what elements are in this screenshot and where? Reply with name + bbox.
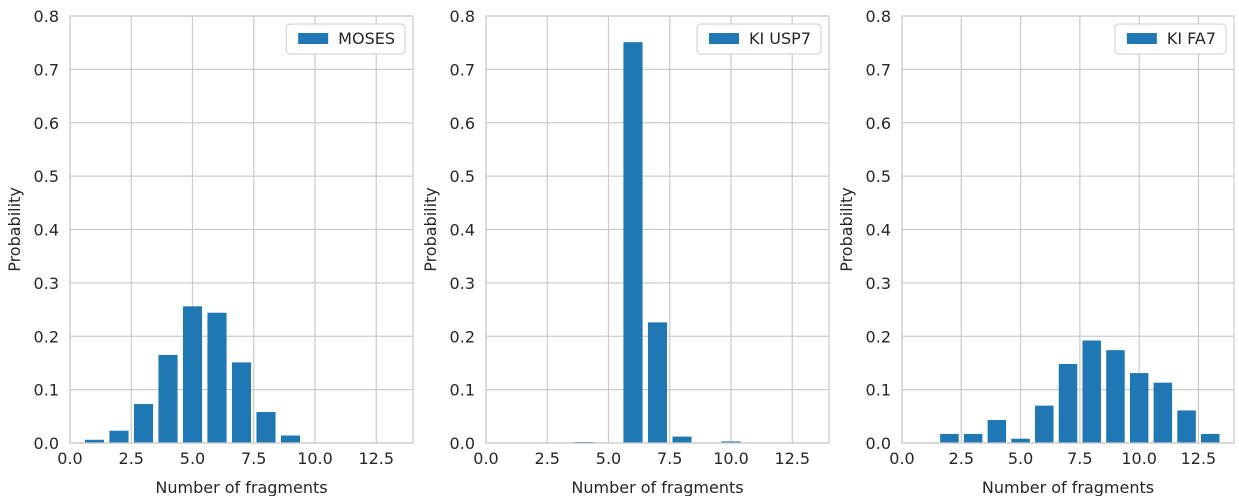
bar [1106,350,1125,443]
bar [1153,382,1173,443]
x-tick-label: 12.5 [774,449,810,468]
x-tick-label: 7.5 [241,449,266,468]
bar [182,306,203,443]
x-tick-label: 2.5 [949,449,974,468]
bar [1011,438,1030,443]
x-tick-label: 10.0 [1121,449,1157,468]
bar [1129,373,1149,443]
x-tick-label: 7.5 [657,449,682,468]
y-axis-label: Probability [5,187,24,272]
x-axis-label: Number of fragments [571,478,743,496]
bar [1035,405,1054,443]
bar [1177,410,1196,443]
x-tick-label: 5.0 [596,449,621,468]
y-tick-label: 0.3 [450,274,475,293]
bar [647,322,668,443]
y-tick-label: 0.5 [866,167,891,186]
y-tick-label: 0.3 [34,274,59,293]
y-tick-label: 0.1 [34,381,59,400]
y-axis-label: Probability [421,187,440,272]
y-tick-label: 0.0 [450,434,475,453]
x-tick-label: 2.5 [119,449,144,468]
bar [940,433,959,443]
y-axis-label: Probability [837,187,856,272]
bar [207,312,227,443]
bar [623,42,643,444]
y-tick-label: 0.8 [866,7,891,26]
y-tick-label: 0.6 [34,114,59,133]
y-tick-label: 0.1 [450,381,475,400]
y-tick-label: 0.6 [450,114,475,133]
legend: KI USP7 [696,23,822,55]
x-tick-label: 10.0 [713,449,749,468]
x-tick-label: 12.5 [358,449,394,468]
y-tick-label: 0.5 [34,167,59,186]
bar [280,435,301,443]
bar [1058,364,1078,443]
x-tick-label: 7.5 [1067,449,1092,468]
y-tick-label: 0.1 [866,381,891,400]
plot-frame [901,15,1235,444]
x-tick-label: 0.0 [473,449,498,468]
y-tick-label: 0.7 [866,60,891,79]
bar [721,441,741,443]
y-tick-label: 0.6 [866,114,891,133]
bar [158,354,178,443]
y-tick-label: 0.3 [866,274,891,293]
x-tick-label: 2.5 [535,449,560,468]
plot-frame [485,15,830,444]
bar [231,362,252,443]
bar [109,430,129,443]
legend: MOSES [285,23,406,55]
x-axis-label: Number of fragments [155,478,327,496]
y-tick-label: 0.8 [34,7,59,26]
bar [256,412,276,443]
x-tick-label: 5.0 [180,449,205,468]
bar [1082,340,1101,443]
x-tick-label: 10.0 [297,449,333,468]
y-tick-label: 0.2 [450,327,475,346]
chart-panel-2: 0.0 2.5 5.0 7.5 10.0 12.5 0.0 0.1 0.2 0.3 0.4 0.5 0.… [421,7,830,496]
y-tick-label: 0.4 [450,221,475,240]
legend-label: KI FA7 [1167,29,1216,48]
y-tick-label: 0.2 [866,327,891,346]
legend-box [1114,23,1227,55]
y-tick-label: 0.4 [866,221,891,240]
legend-box [285,23,406,55]
y-tick-label: 0.4 [34,221,59,240]
bar [987,420,1007,443]
bar [672,436,692,443]
plot-frame [69,15,414,444]
y-tick-label: 0.7 [34,60,59,79]
legend-swatch [1126,33,1157,44]
x-tick-label: 5.0 [1008,449,1033,468]
legend: KI FA7 [1114,23,1227,55]
bar [1201,433,1220,443]
chart-panel-1: 0.0 2.5 5.0 7.5 10.0 12.5 0.0 0.1 0.2 0.3 0.4 0.5 0.… [5,7,414,496]
x-tick-label: 0.0 [889,449,914,468]
y-tick-label: 0.0 [34,434,59,453]
bar [963,433,983,443]
legend-label: KI USP7 [749,29,811,48]
chart-panel-3: 0.0 2.5 5.0 7.5 10.0 12.5 0.0 0.1 0.2 0.3 0.4 0.5 0.… [837,7,1235,496]
bar [84,439,105,443]
legend-label: MOSES [338,29,395,48]
legend-box [696,23,822,55]
legend-swatch [709,33,739,44]
y-tick-label: 0.5 [450,167,475,186]
y-tick-label: 0.8 [450,7,475,26]
x-axis-label: Number of fragments [982,478,1154,496]
x-tick-label: 0.0 [57,449,82,468]
x-tick-label: 12.5 [1181,449,1217,468]
legend-swatch [298,33,329,44]
y-tick-label: 0.2 [34,327,59,346]
y-tick-label: 0.7 [450,60,475,79]
bar [133,404,154,443]
y-tick-label: 0.0 [866,434,891,453]
